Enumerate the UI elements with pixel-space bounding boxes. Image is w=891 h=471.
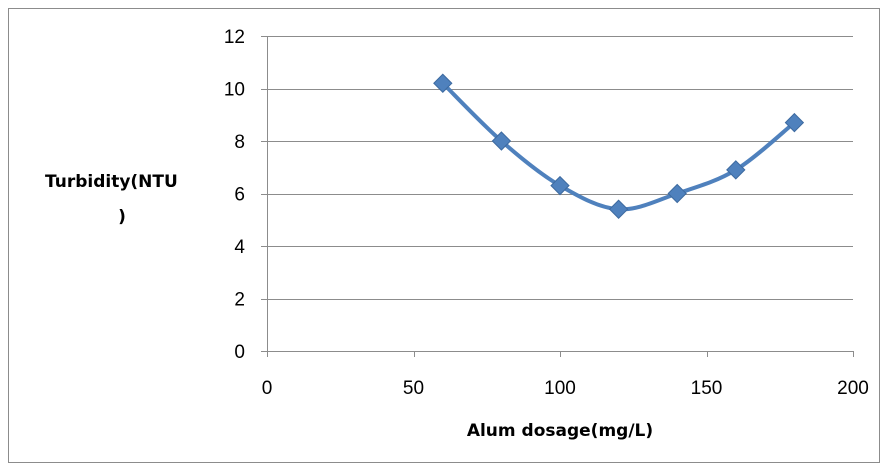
y-axis-title-line-2: ) bbox=[118, 207, 126, 227]
x-tick-label: 0 bbox=[262, 378, 273, 399]
data-point-marker bbox=[726, 160, 746, 180]
y-tick-label: 12 bbox=[224, 27, 245, 48]
y-tick-label: 2 bbox=[234, 290, 245, 311]
data-point-marker bbox=[550, 175, 570, 196]
y-tick-label: 8 bbox=[234, 132, 245, 153]
grid-lines bbox=[267, 36, 853, 300]
data-point-marker bbox=[491, 131, 512, 151]
x-tick-label: 150 bbox=[691, 378, 723, 399]
y-tick-label: 0 bbox=[234, 342, 245, 363]
y-tick-label: 6 bbox=[234, 185, 245, 206]
x-axis-title: Alum dosage(mg/L) bbox=[467, 421, 653, 441]
y-tick-label: 10 bbox=[224, 80, 245, 101]
tick-labels: 0 2 4 6 8 10 12 0 50 100 150 200 bbox=[224, 27, 869, 399]
x-tick-label: 200 bbox=[837, 378, 869, 399]
y-tick-label: 4 bbox=[234, 237, 245, 258]
data-point-marker bbox=[784, 112, 805, 133]
data-point-marker bbox=[667, 183, 687, 204]
axes bbox=[261, 36, 854, 357]
x-tick-label: 100 bbox=[544, 378, 576, 399]
data-point-marker bbox=[433, 73, 453, 93]
data-point-marker bbox=[608, 199, 629, 219]
x-tick-label: 50 bbox=[403, 378, 424, 399]
y-axis-title-line-1: Turbidity(NTU bbox=[45, 172, 178, 192]
series-layer bbox=[433, 73, 805, 219]
